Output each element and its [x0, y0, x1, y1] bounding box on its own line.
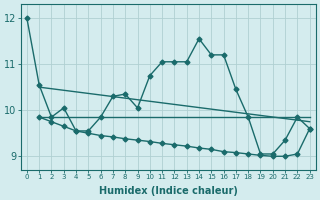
- X-axis label: Humidex (Indice chaleur): Humidex (Indice chaleur): [99, 186, 238, 196]
